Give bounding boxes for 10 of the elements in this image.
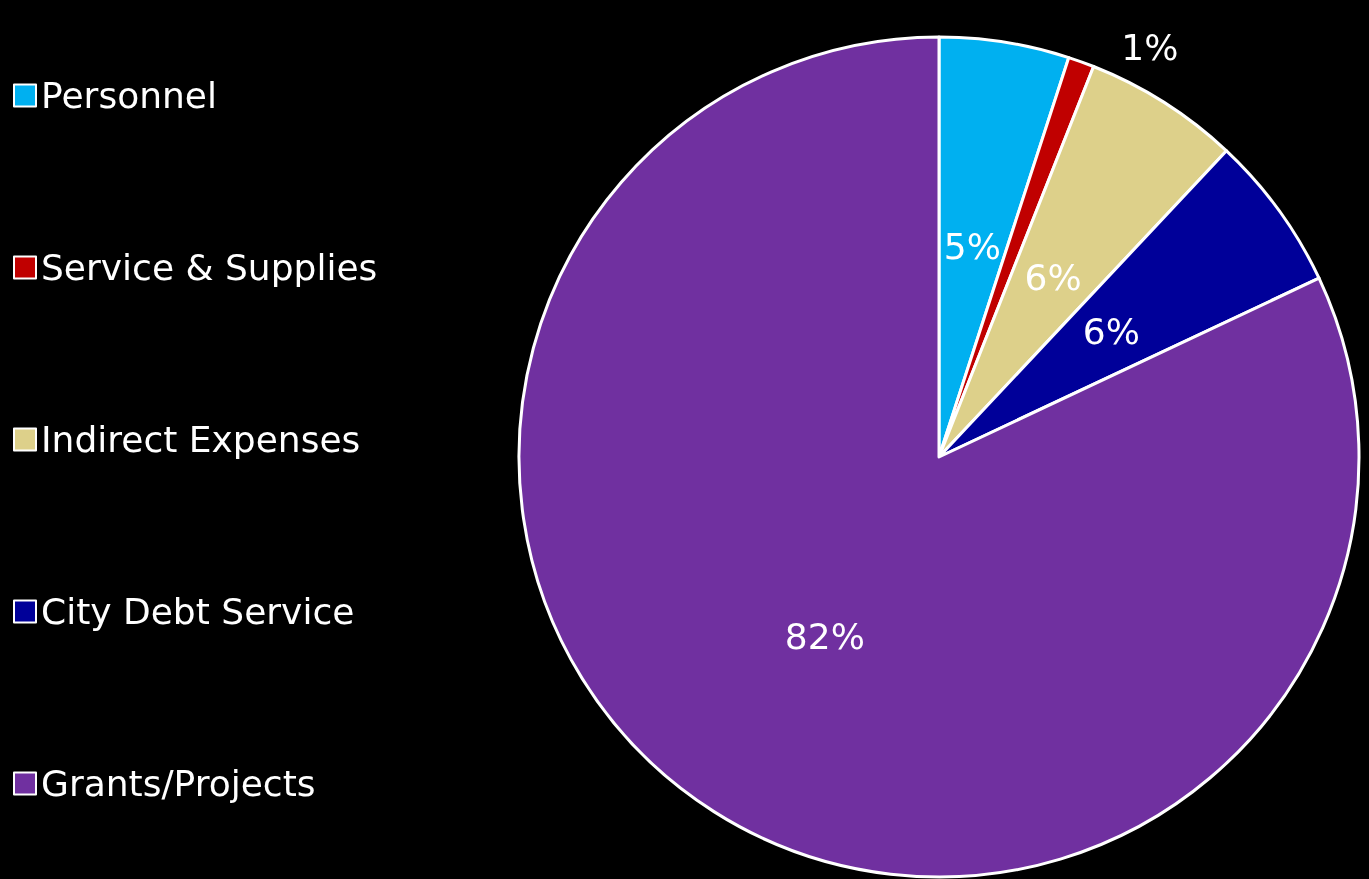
data-label: 5%	[943, 226, 1001, 268]
legend-label: Grants/Projects	[41, 763, 316, 804]
data-label: 1%	[1121, 27, 1179, 69]
legend-label: Service & Supplies	[41, 247, 378, 288]
data-label: 82%	[784, 616, 865, 658]
data-label: 6%	[1024, 256, 1082, 298]
data-label: 6%	[1082, 311, 1140, 353]
legend-label: Personnel	[41, 75, 217, 116]
legend-label: City Debt Service	[41, 591, 355, 632]
legend-label: Indirect Expenses	[41, 419, 361, 460]
